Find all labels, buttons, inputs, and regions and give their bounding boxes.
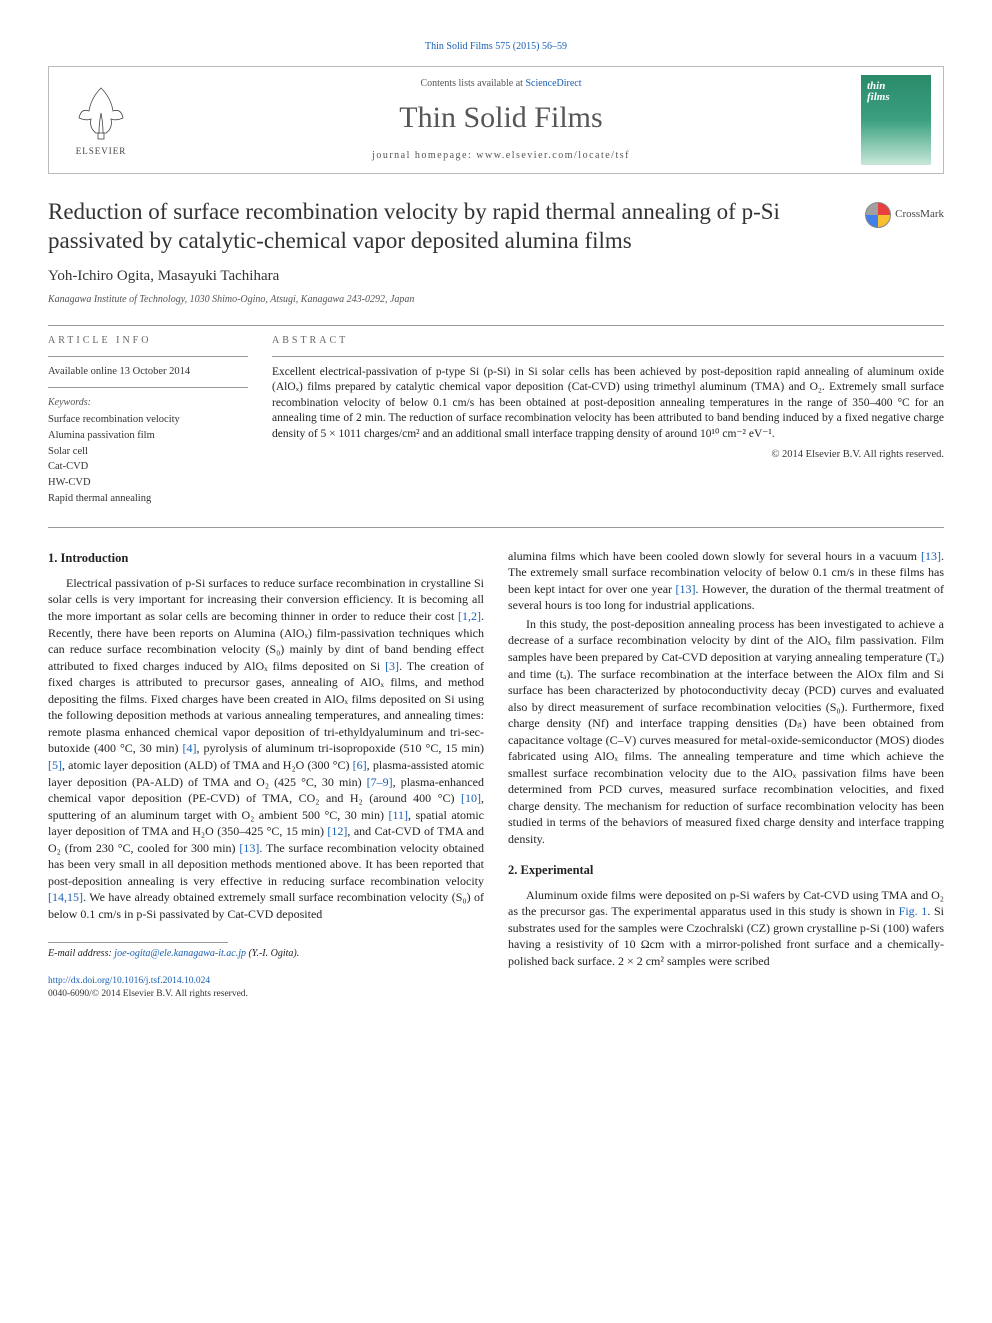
ref-link[interactable]: [14,15] [48,890,83,904]
ref-link[interactable]: [13] [921,549,941,563]
divider [48,356,248,357]
body-right-column: alumina films which have been cooled dow… [508,548,944,1002]
divider [48,527,944,528]
footnote-rule [48,942,228,943]
ref-link[interactable]: [7–9] [367,775,393,789]
journal-cover: thin films [861,75,931,165]
keywords-label: Keywords: [48,396,248,410]
cover-line2: films [867,92,890,103]
sciencedirect-link[interactable]: ScienceDirect [525,78,581,89]
available-online: Available online 13 October 2014 [48,365,248,380]
divider [272,356,944,357]
fig-link[interactable]: Fig. 1 [899,904,928,918]
body-left-column: 1. Introduction Electrical passivation o… [48,548,484,1002]
article-info-column: article info Available online 13 October… [48,334,248,507]
abstract-heading: abstract [272,334,944,348]
crossmark-badge[interactable]: CrossMark [865,202,944,228]
email-suffix: (Y.-I. Ogita). [246,948,299,959]
ref-link[interactable]: [5] [48,758,62,772]
info-abstract-row: article info Available online 13 October… [48,334,944,507]
top-citation-link[interactable]: Thin Solid Films 575 (2015) 56–59 [425,41,567,52]
email-link[interactable]: joe-ogita@ele.kanagawa-it.ac.jp [114,948,246,959]
email-label: E-mail address: [48,948,114,959]
issn-line: 0040-6090/© 2014 Elsevier B.V. All right… [48,988,484,1001]
ref-link[interactable]: [10] [461,791,481,805]
intro-paragraph-3: In this study, the post-deposition annea… [508,616,944,848]
ref-link[interactable]: [13] [676,582,696,596]
contents-prefix: Contents lists available at [420,78,525,89]
experimental-heading: 2. Experimental [508,862,944,879]
keywords-list: Surface recombination velocity Alumina p… [48,412,248,507]
elsevier-tree-icon [71,83,131,143]
crossmark-label: CrossMark [895,207,944,222]
journal-homepage: journal homepage: www.elsevier.com/locat… [141,149,861,163]
corresponding-email: E-mail address: joe-ogita@ele.kanagawa-i… [48,947,484,961]
affiliation: Kanagawa Institute of Technology, 1030 S… [48,293,944,307]
ref-link[interactable]: [11] [388,808,408,822]
top-citation: Thin Solid Films 575 (2015) 56–59 [48,40,944,54]
intro-heading: 1. Introduction [48,550,484,567]
header-center: Contents lists available at ScienceDirec… [141,77,861,163]
intro-paragraph-2: alumina films which have been cooled dow… [508,548,944,614]
article-header: Reduction of surface recombination veloc… [48,198,944,307]
crossmark-icon [865,202,891,228]
ref-link[interactable]: [1,2] [458,609,481,623]
abstract-copyright: © 2014 Elsevier B.V. All rights reserved… [272,448,944,463]
authors: Yoh-Ichiro Ogita, Masayuki Tachihara [48,266,944,287]
contents-lists-line: Contents lists available at ScienceDirec… [141,77,861,91]
doi-link[interactable]: http://dx.doi.org/10.1016/j.tsf.2014.10.… [48,975,484,988]
ref-link[interactable]: [3] [385,659,399,673]
body-columns: 1. Introduction Electrical passivation o… [48,548,944,1002]
elsevier-text: ELSEVIER [76,145,127,158]
ref-link[interactable]: [12] [327,824,347,838]
ref-link[interactable]: [4] [183,741,197,755]
intro-paragraph-1: Electrical passivation of p-Si surfaces … [48,575,484,922]
journal-title: Thin Solid Films [141,97,861,139]
experimental-paragraph-1: Aluminum oxide films were deposited on p… [508,887,944,970]
divider [48,325,944,326]
elsevier-logo: ELSEVIER [61,75,141,165]
journal-header: ELSEVIER Contents lists available at Sci… [48,66,944,174]
divider [48,387,248,388]
ref-link[interactable]: [13] [239,841,259,855]
abstract-column: abstract Excellent electrical-passivatio… [272,334,944,507]
abstract-text: Excellent electrical-passivation of p-ty… [272,365,944,443]
ref-link[interactable]: [6] [353,758,367,772]
article-title: Reduction of surface recombination veloc… [48,198,944,256]
article-info-heading: article info [48,334,248,348]
